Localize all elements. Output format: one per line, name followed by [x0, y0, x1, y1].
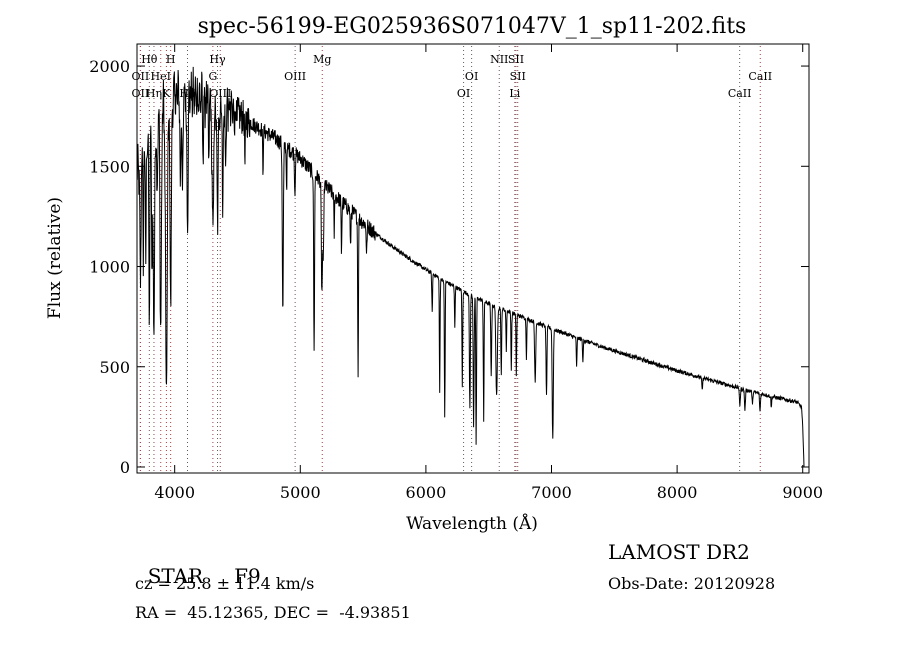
- spectrum-chart: spec-56199-EG025936S071047V_1_sp11-202.f…: [45, 14, 823, 534]
- y-tick-label: 1000: [89, 258, 130, 277]
- y-axis-label: Flux (relative): [45, 197, 65, 319]
- y-tick-label: 0: [120, 458, 130, 477]
- line-marker-label: CaII: [728, 87, 752, 100]
- line-marker-label: H: [166, 53, 176, 66]
- x-tick-label: 8000: [657, 483, 698, 502]
- x-axis-ticks: 4000 5000 6000 7000 8000 9000: [154, 44, 823, 502]
- x-axis-label: Wavelength (Å): [406, 513, 538, 534]
- object-class: STAR F9: [135, 540, 261, 588]
- line-marker-label: OII: [132, 87, 150, 100]
- y-tick-label: 500: [99, 358, 130, 377]
- line-marker-label: OI: [465, 70, 478, 83]
- y-axis-ticks: 0 500 1000 1500 2000: [89, 57, 809, 477]
- line-marker-label: K: [162, 87, 171, 100]
- line-marker-label: Hγ: [209, 53, 226, 66]
- spectrum-line: [136, 66, 805, 468]
- plot-frame: [136, 43, 810, 474]
- line-marker-label: Hθ: [141, 53, 158, 66]
- line-marker-label: OIII: [284, 70, 306, 83]
- redshift-text: cz = 25.8 ± 11.4 km/s: [135, 574, 315, 593]
- y-tick-label: 2000: [89, 57, 130, 76]
- line-marker-label: OI: [457, 87, 470, 100]
- line-marker-label: HeI: [151, 70, 171, 83]
- subclass-label: F9: [234, 564, 261, 588]
- line-marker-label: NII: [490, 53, 508, 66]
- line-marker-label: Hδ: [179, 87, 196, 100]
- line-marker-label: OII: [132, 70, 150, 83]
- chart-title: spec-56199-EG025936S071047V_1_sp11-202.f…: [198, 14, 747, 39]
- x-tick-label: 6000: [406, 483, 447, 502]
- line-marker-label: OIII: [209, 87, 231, 100]
- line-marker-label: Mg: [313, 53, 331, 66]
- line-marker-label: Hη: [146, 87, 162, 100]
- x-tick-label: 4000: [154, 483, 195, 502]
- line-marker-label: CaII: [748, 70, 772, 83]
- line-marker-label: G: [208, 70, 217, 83]
- x-tick-label: 5000: [280, 483, 321, 502]
- x-tick-label: 7000: [531, 483, 572, 502]
- obs-date-text: Obs-Date: 20120928: [608, 574, 776, 593]
- line-marker-label: SII: [508, 53, 524, 66]
- coordinates-text: RA = 45.12365, DEC = -4.93851: [135, 603, 411, 622]
- y-tick-label: 1500: [89, 157, 130, 176]
- line-marker-label: SII: [510, 70, 526, 83]
- line-marker-label: Li: [509, 87, 520, 100]
- survey-label: LAMOST DR2: [608, 540, 750, 564]
- x-tick-label: 9000: [782, 483, 823, 502]
- class-label: STAR: [147, 564, 204, 588]
